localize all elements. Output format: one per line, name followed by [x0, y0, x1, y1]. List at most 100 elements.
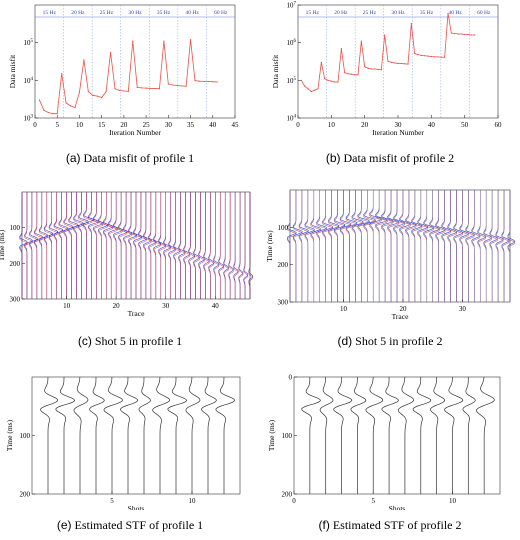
a-data-point: [163, 40, 165, 42]
caption-d-label: (d): [337, 334, 353, 348]
c-trace-wiggle: [138, 192, 148, 299]
c-trace-wiggle: [238, 192, 244, 299]
d-xtick-label: 30: [459, 305, 467, 313]
c-ylabel: Time (ms): [0, 229, 6, 261]
a-band-label: 35 Hz: [157, 10, 171, 16]
b-data-point: [337, 81, 339, 83]
c-xtick-label: 30: [162, 302, 170, 310]
f-stf-wiggle: [301, 377, 321, 494]
b-ytick-label: 106: [287, 39, 297, 47]
b-data-point: [454, 32, 456, 35]
b-xtick-label: 20: [361, 121, 369, 129]
a-data-point: [145, 87, 147, 89]
e-stf-wiggle: [167, 376, 188, 494]
d-trace-wiggle-alt: [369, 190, 381, 302]
a-data-point: [96, 95, 98, 97]
d-trace-wiggle-alt: [465, 190, 474, 302]
a-data-point: [38, 99, 41, 101]
a-data-point: [61, 73, 63, 75]
c-xtick-label: 10: [63, 302, 71, 310]
a-data-point: [74, 106, 76, 109]
d-trace-wiggle-alt: [387, 190, 399, 302]
f-plot-frame: [293, 376, 501, 495]
d-trace-wiggle-alt: [381, 190, 393, 302]
a-xtick-label: 35: [187, 121, 195, 129]
a-ytick-label: 103: [24, 115, 34, 123]
b-data-point: [320, 61, 322, 63]
f-ytick-label: 0: [289, 374, 293, 382]
a-data-point: [69, 105, 72, 107]
misfit-chart-profile-2: 15 Hz 20 Hz 25 Hz 30 Hz 35 Hz 40 Hz 60 Hz 104 10…: [271, 2, 502, 138]
c-trace-wiggle: [133, 192, 143, 299]
b-data-point: [380, 69, 382, 71]
c-trace-wiggle: [123, 192, 133, 299]
d-trace-wiggle-alt: [393, 190, 404, 302]
c-trace-wiggle: [33, 192, 43, 299]
d-trace-wiggle-alt: [471, 190, 480, 302]
c-trace-wiggle: [29, 192, 38, 299]
d-ytick-label: 200: [278, 261, 289, 269]
f-stf-wiggle: [365, 376, 384, 494]
a-ylabel: Data misfit: [8, 54, 17, 88]
b-data-point: [464, 33, 466, 36]
d-trace-wiggle-alt: [441, 190, 451, 302]
d-trace-wiggle-alt: [489, 190, 497, 302]
c-trace-wiggle: [228, 192, 234, 299]
c-trace-wiggle: [158, 192, 167, 299]
caption-e-text: Estimated STF of profile 1: [74, 518, 204, 532]
e-stf-wiggle: [120, 376, 139, 494]
a-band-label: 30 Hz: [128, 10, 142, 16]
caption-f-text: Estimated STF of profile 2: [332, 518, 462, 532]
d-trace-wiggle-alt: [293, 190, 302, 302]
c-trace-wiggle: [188, 192, 196, 299]
b-data-point: [370, 68, 372, 70]
c-trace-wiggle: [73, 192, 84, 299]
d-trace-wiggle-alt: [447, 190, 457, 302]
a-data-point: [172, 84, 174, 86]
a-band-label: 15 Hz: [43, 10, 57, 16]
e-stf-wiggle: [40, 376, 59, 494]
a-data-point: [43, 109, 45, 111]
b-data-point: [357, 74, 359, 76]
b-data-point: [410, 23, 412, 25]
shot-gather-profile-2: 100 200 300 10 20 30 Trace Time (ms): [265, 189, 516, 321]
a-xtick-label: 30: [165, 121, 173, 129]
a-band-label: 40 Hz: [185, 10, 199, 16]
b-ylabel: Data misfit: [271, 54, 280, 88]
b-data-point: [407, 63, 409, 65]
c-ytick-label: 300: [10, 296, 21, 304]
e-stf-wiggle: [103, 376, 123, 494]
b-data-point: [374, 68, 376, 70]
e-stf-wiggle: [152, 376, 171, 494]
c-trace-wiggle: [92, 192, 104, 299]
c-ytick-label: 100: [10, 224, 21, 232]
f-ytick-label: 100: [282, 432, 293, 440]
d-trace-wiggle-alt: [299, 190, 308, 302]
d-trace-wiggle-alt: [346, 190, 357, 302]
a-data-point: [65, 102, 67, 104]
d-trace-wiggle-alt: [328, 190, 339, 302]
b-band-label: 25 Hz: [363, 10, 377, 16]
a-data-point: [132, 40, 134, 42]
d-trace-wiggle-alt: [322, 190, 332, 302]
a-band-label: 20 Hz: [71, 10, 85, 16]
b-data-point: [444, 56, 446, 58]
d-ytick-label: 100: [278, 224, 289, 232]
caption-d-text: Shot 5 in profile 2: [355, 334, 443, 348]
b-data-point: [307, 88, 309, 90]
a-xtick-label: 0: [33, 121, 37, 129]
d-trace-wiggle-alt: [310, 190, 320, 302]
b-data-point: [394, 62, 396, 64]
d-trace-wiggle-alt: [453, 190, 463, 302]
c-trace-wiggle: [113, 192, 123, 299]
b-data-point: [300, 79, 302, 81]
d-trace-wiggle-alt: [375, 190, 387, 302]
a-data-point: [154, 87, 156, 90]
b-data-point: [324, 78, 326, 80]
f-stf-wiggle: [444, 376, 464, 494]
d-trace-wiggle-alt: [459, 190, 468, 302]
b-data-point: [367, 67, 369, 69]
b-band-label: 20 Hz: [334, 10, 348, 16]
d-trace-wiggle-alt: [340, 190, 351, 302]
d-trace-wiggle-alt: [417, 190, 427, 302]
